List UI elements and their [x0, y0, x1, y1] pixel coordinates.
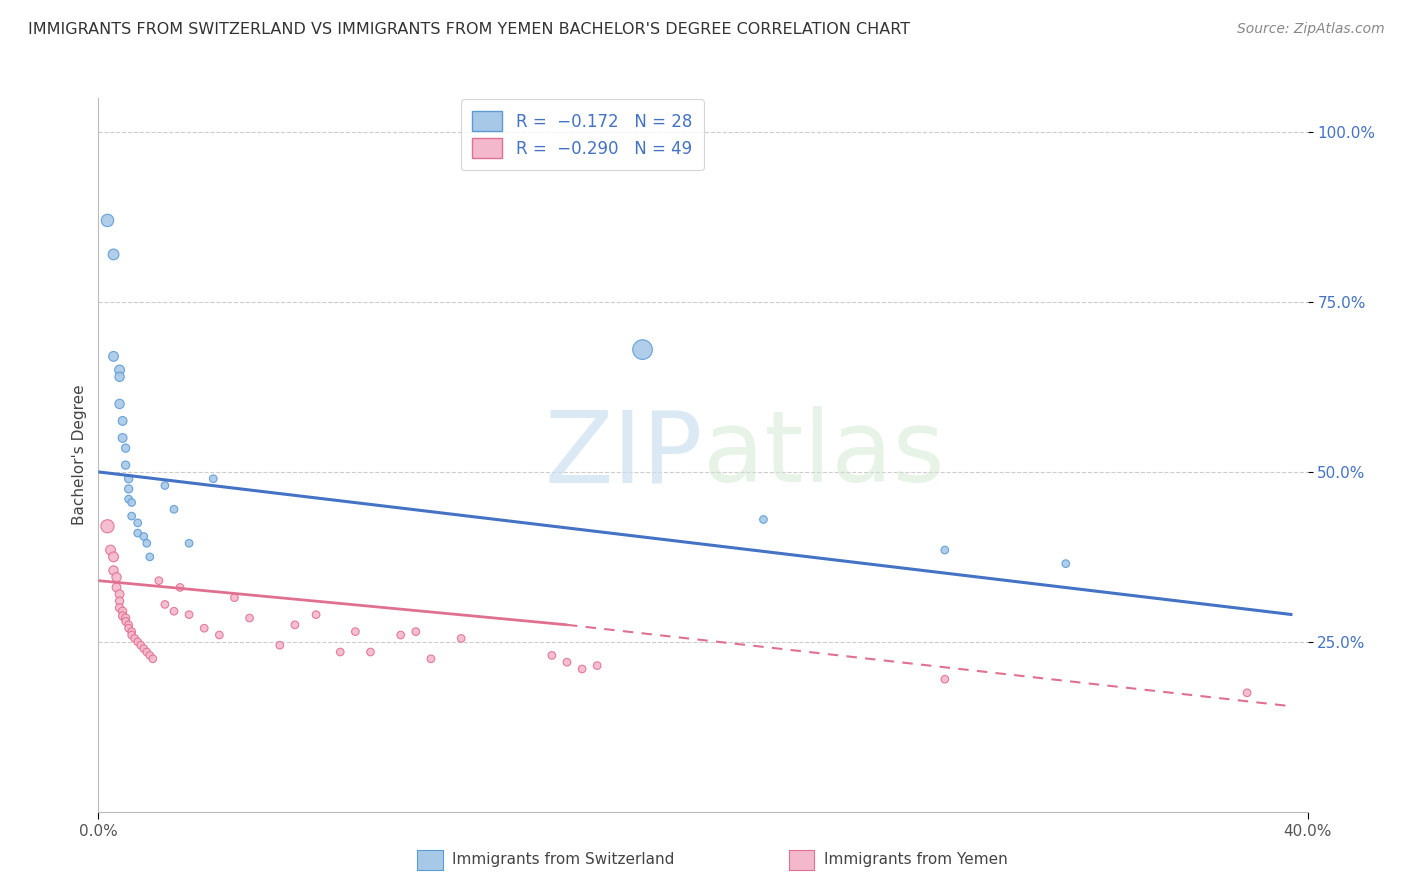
Point — [139, 549, 162, 564]
Point — [124, 632, 146, 646]
Point — [224, 591, 246, 605]
Point — [135, 645, 157, 659]
Point — [153, 478, 176, 492]
Point — [96, 519, 118, 533]
Point — [121, 495, 143, 509]
Point — [121, 628, 143, 642]
Point — [631, 343, 654, 357]
Legend: R =  −0.172   N = 28, R =  −0.290   N = 49: R = −0.172 N = 28, R = −0.290 N = 49 — [461, 99, 703, 170]
Point — [105, 570, 128, 584]
Point — [103, 564, 125, 578]
Point — [118, 621, 141, 635]
Point — [111, 414, 134, 428]
Point — [752, 512, 775, 526]
Point — [163, 604, 186, 618]
Text: Immigrants from Yemen: Immigrants from Yemen — [824, 853, 1008, 867]
Text: Source: ZipAtlas.com: Source: ZipAtlas.com — [1237, 22, 1385, 37]
Point — [108, 594, 131, 608]
Point — [111, 609, 134, 624]
Point — [177, 536, 201, 550]
Point — [934, 672, 956, 686]
Point — [114, 611, 136, 625]
Point — [360, 645, 382, 659]
Point — [114, 441, 136, 455]
Point — [103, 350, 125, 364]
Point — [571, 662, 593, 676]
Point — [118, 617, 141, 632]
Point — [344, 624, 367, 639]
Point — [103, 247, 125, 261]
Point — [121, 624, 143, 639]
Point — [540, 648, 562, 663]
Point — [193, 621, 215, 635]
Point — [114, 458, 136, 472]
Point — [118, 472, 141, 486]
Point — [108, 363, 131, 377]
Point — [142, 652, 165, 666]
Point — [586, 658, 609, 673]
Point — [148, 574, 170, 588]
Text: IMMIGRANTS FROM SWITZERLAND VS IMMIGRANTS FROM YEMEN BACHELOR'S DEGREE CORRELATI: IMMIGRANTS FROM SWITZERLAND VS IMMIGRANT… — [28, 22, 910, 37]
Point — [239, 611, 262, 625]
Point — [139, 648, 162, 663]
Point — [555, 655, 578, 669]
Point — [96, 213, 118, 227]
Point — [284, 617, 307, 632]
Point — [105, 581, 128, 595]
Point — [389, 628, 412, 642]
Point — [127, 516, 149, 530]
Point — [118, 482, 141, 496]
Point — [118, 492, 141, 507]
Text: atlas: atlas — [703, 407, 945, 503]
Point — [132, 529, 155, 543]
Point — [127, 526, 149, 541]
Point — [202, 472, 225, 486]
Point — [1236, 686, 1258, 700]
Point — [169, 581, 191, 595]
Point — [450, 632, 472, 646]
Point — [114, 615, 136, 629]
Point — [405, 624, 427, 639]
Point — [111, 604, 134, 618]
Point — [129, 638, 152, 652]
Point — [269, 638, 291, 652]
Text: Immigrants from Switzerland: Immigrants from Switzerland — [453, 853, 675, 867]
Point — [103, 549, 125, 564]
Point — [208, 628, 231, 642]
Point — [111, 431, 134, 445]
Point — [1054, 557, 1077, 571]
Point — [100, 543, 122, 558]
Point — [177, 607, 201, 622]
Y-axis label: Bachelor's Degree: Bachelor's Degree — [72, 384, 87, 525]
Point — [135, 536, 157, 550]
Text: ZIP: ZIP — [544, 407, 703, 503]
Point — [329, 645, 352, 659]
Point — [132, 641, 155, 656]
Point — [121, 509, 143, 524]
Point — [108, 369, 131, 384]
Point — [153, 598, 176, 612]
Point — [108, 587, 131, 601]
Point — [127, 635, 149, 649]
Point — [108, 397, 131, 411]
Point — [305, 607, 328, 622]
Point — [419, 652, 441, 666]
Point — [163, 502, 186, 516]
Point — [934, 543, 956, 558]
Point — [108, 600, 131, 615]
